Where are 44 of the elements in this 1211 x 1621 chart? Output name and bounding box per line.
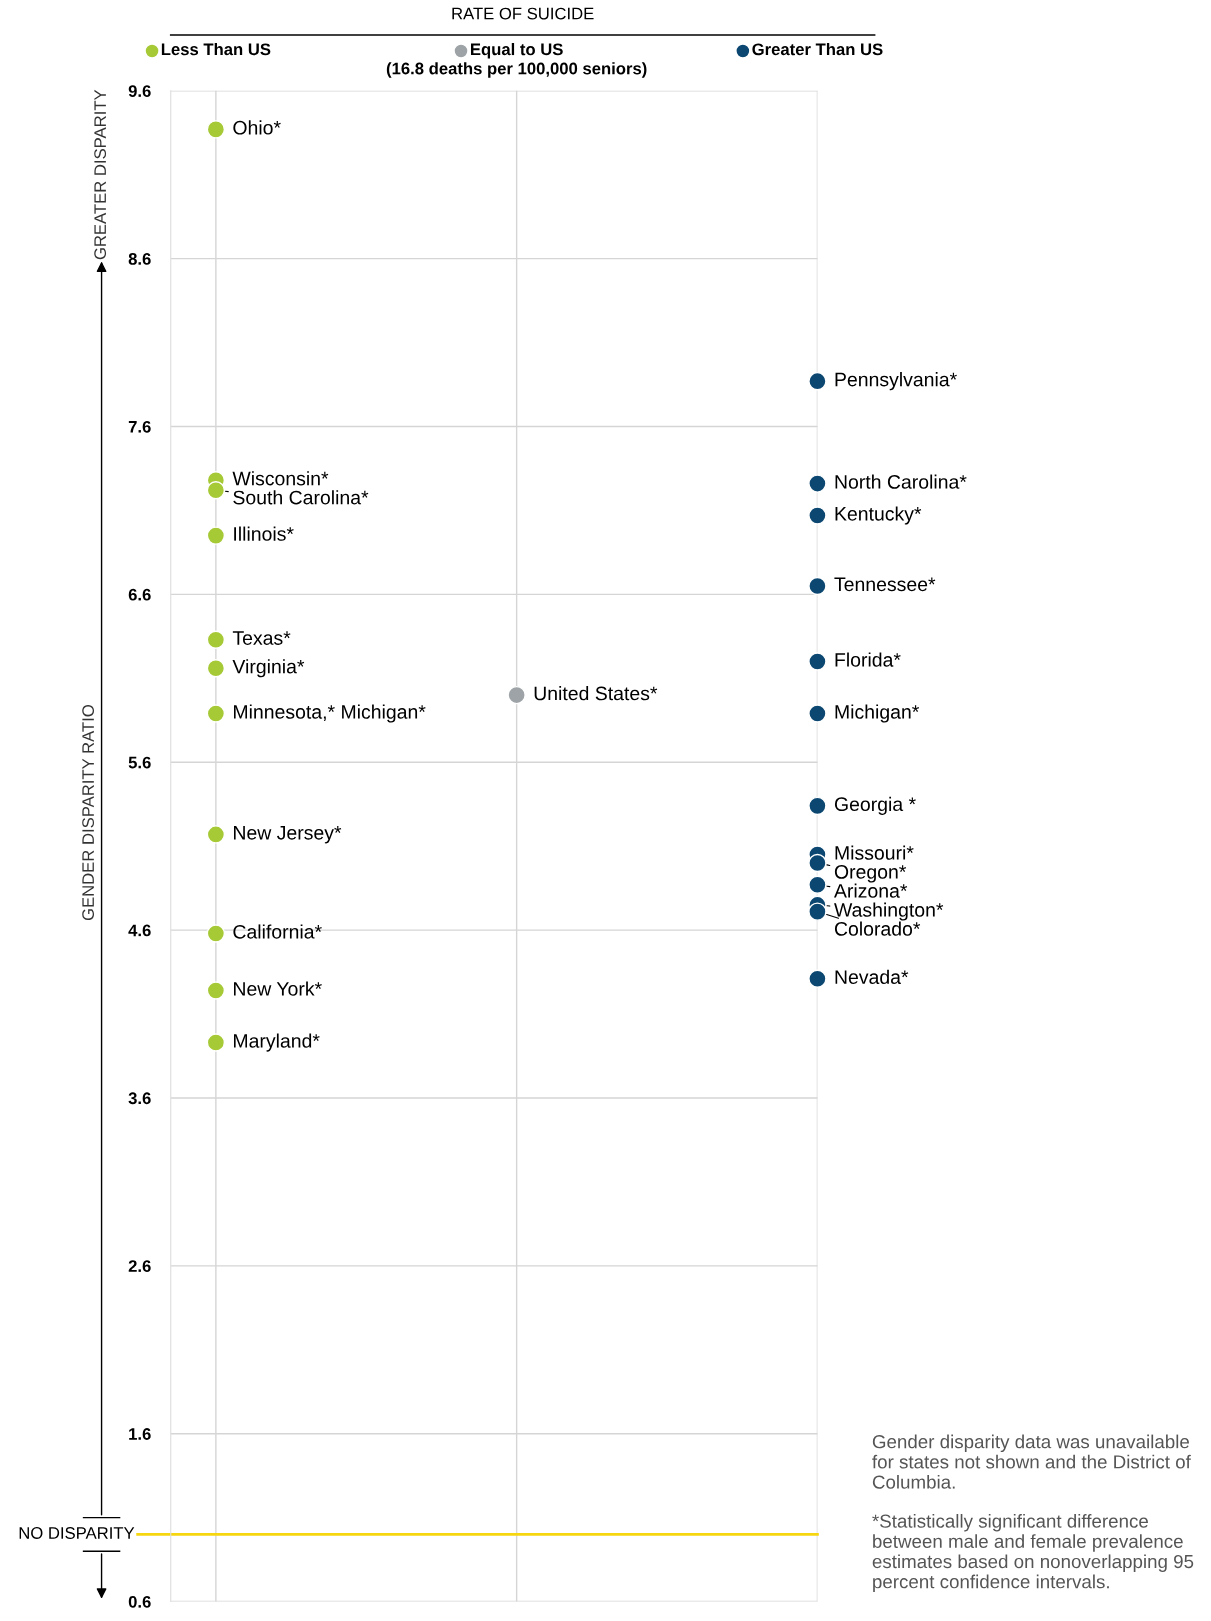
data-label: Washington* — [834, 902, 944, 921]
data-label: New York* — [234, 981, 322, 996]
x-tick-label: Equal to US (16.8 deaths per 100,000 seniors) — [386, 43, 647, 78]
data-label: Michigan* — [835, 704, 920, 723]
y-axis-title: GENDER DISPARITY RATIO — [82, 705, 95, 921]
data-label: Ohio* — [233, 120, 281, 135]
data-label: Pennsylvania* — [835, 372, 957, 391]
data-label: Tennessee* — [834, 577, 936, 592]
y-tick-label: 6.6 — [128, 588, 151, 601]
data-label: North Carolina* — [835, 474, 967, 489]
ref-line-label: NO DISPARITY — [19, 1527, 135, 1539]
text: GREATER DISPARITY — [94, 89, 107, 260]
data-label: Virginia* — [232, 659, 305, 678]
data-label: Texas* — [232, 631, 291, 645]
data-label: Florida* — [835, 652, 901, 667]
text: *Statistically significant difference between male and female prevalence estimates based on nonoverlapping 95 percent confidence intervals. — [872, 1514, 1194, 1593]
data-label: Georgia * — [834, 796, 916, 815]
y-tick-label: 9.6 — [128, 85, 151, 97]
x-axis-title: RATE OF SUICIDE — [452, 7, 594, 20]
data-label: South Carolina* — [233, 490, 369, 505]
data-label: Nevada* — [835, 969, 909, 984]
text: Gender disparity data was unavailable for states not shown and the District of Columbia. — [872, 1434, 1191, 1489]
y-tick-label: 8.6 — [128, 253, 151, 265]
y-tick-label: 0.6 — [128, 1595, 151, 1608]
y-tick-label: 4.6 — [128, 924, 151, 937]
data-label: Minnesota,* Michigan* — [234, 704, 426, 723]
data-label: California* — [233, 924, 322, 939]
y-tick-label: 3.6 — [128, 1092, 151, 1105]
data-label: Colorado* — [834, 921, 921, 936]
data-label: Kentucky* — [835, 506, 922, 525]
y-tick-label: 7.6 — [128, 420, 151, 433]
y-tick-label: 1.6 — [129, 1428, 151, 1440]
data-label: Illinois* — [234, 526, 294, 541]
data-label: Missouri* — [835, 845, 914, 860]
data-label: Arizona* — [834, 883, 908, 898]
y-tick-label: 2.6 — [128, 1260, 151, 1273]
x-tick-label: Less Than US — [161, 43, 271, 56]
data-label: Wisconsin* — [232, 471, 329, 486]
y-tick-label: 5.6 — [128, 756, 151, 769]
x-tick-label: Greater Than US — [752, 43, 883, 56]
data-label: New Jersey* — [234, 826, 342, 844]
data-label: Maryland* — [234, 1033, 320, 1052]
data-label: Oregon* — [834, 865, 907, 883]
data-label: United States* — [534, 686, 658, 701]
